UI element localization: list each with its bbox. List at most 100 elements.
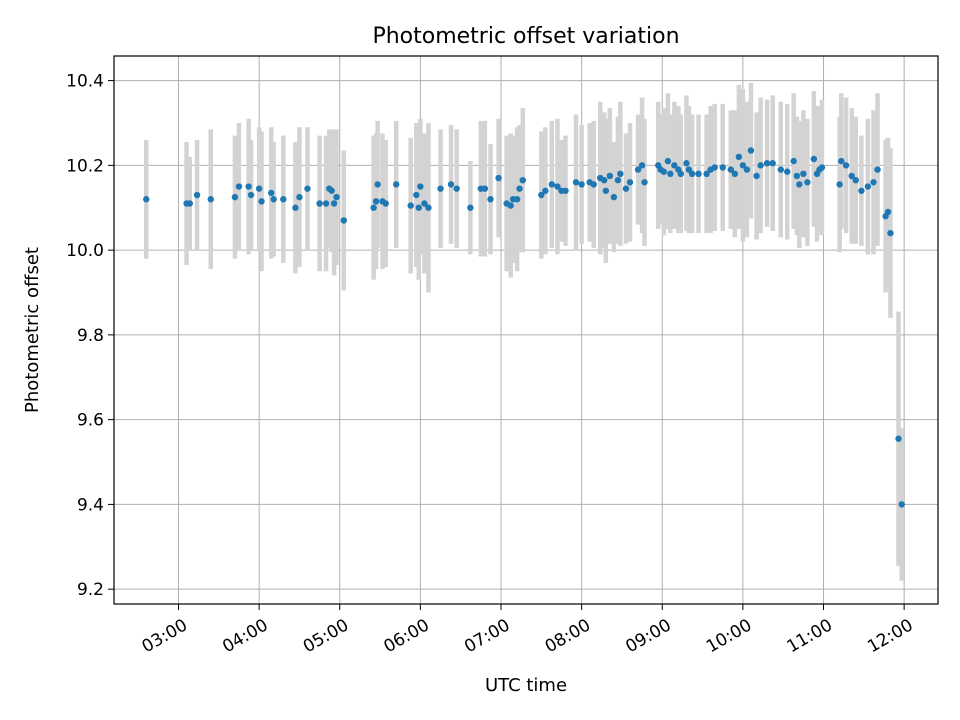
data-point (601, 176, 608, 184)
data-point (421, 200, 428, 207)
data-point (425, 204, 432, 211)
data-point (542, 187, 549, 194)
data-point (231, 193, 239, 201)
data-point (606, 172, 614, 180)
data-point (333, 193, 340, 201)
data-point (392, 181, 400, 188)
data-point (848, 172, 855, 180)
data-point (836, 181, 843, 188)
data-point (727, 166, 734, 173)
data-points (143, 147, 905, 508)
data-point (507, 202, 514, 209)
data-point (554, 183, 561, 190)
data-point (382, 200, 389, 207)
data-point (719, 164, 726, 171)
data-point (810, 155, 818, 163)
data-point (519, 176, 526, 184)
data-point (874, 166, 881, 173)
data-point (340, 217, 347, 224)
data-point (784, 168, 791, 175)
data-point (667, 170, 674, 178)
data-point (800, 170, 807, 178)
y-tick-label: 9.6 (77, 411, 104, 431)
data-point (790, 157, 797, 165)
data-point (671, 162, 678, 169)
data-point (270, 196, 277, 203)
data-point (258, 198, 265, 205)
data-point (304, 185, 311, 192)
data-point (572, 179, 580, 186)
data-point (622, 185, 630, 192)
data-point (796, 181, 803, 188)
data-point (467, 204, 474, 211)
data-point (370, 204, 377, 211)
data-point (739, 162, 747, 169)
data-point (664, 157, 672, 165)
y-tick-label: 10.0 (66, 241, 104, 261)
data-point (895, 435, 902, 442)
data-point (763, 160, 771, 167)
data-point (513, 196, 521, 203)
data-point (372, 198, 380, 205)
data-point (578, 181, 585, 188)
chart-title: Photometric offset variation (372, 24, 679, 49)
data-point (793, 172, 801, 180)
y-tick-label: 10.4 (66, 72, 104, 92)
data-point (487, 196, 494, 203)
data-point (280, 196, 287, 203)
data-point (328, 187, 335, 194)
data-point (453, 185, 460, 192)
data-point (703, 170, 710, 178)
data-point (330, 200, 338, 207)
data-point (838, 157, 845, 165)
y-tick-label: 9.2 (77, 580, 104, 600)
y-tick-label: 9.8 (77, 326, 104, 346)
data-point (481, 185, 489, 192)
data-point (660, 168, 668, 175)
data-point (818, 164, 826, 171)
data-point (641, 179, 648, 186)
data-point (562, 187, 569, 194)
y-tick-label: 9.4 (77, 495, 104, 515)
data-point (415, 204, 422, 211)
x-axis-label: UTC time (485, 675, 567, 696)
data-point (186, 200, 193, 207)
y-axis-ticks: 9.2 9.4 9.6 9.8 10.0 10.2 10.4 (66, 72, 114, 600)
data-point (516, 185, 523, 192)
data-point (683, 160, 690, 167)
data-point (747, 147, 755, 154)
data-point (602, 187, 610, 194)
data-point (413, 191, 420, 199)
data-point (447, 181, 455, 188)
data-point (322, 200, 330, 207)
data-point (757, 162, 764, 169)
data-point (193, 191, 201, 199)
data-point (538, 191, 545, 199)
data-point (634, 166, 642, 173)
plot-frame (113, 55, 939, 605)
data-point (887, 229, 894, 237)
data-point (417, 183, 424, 190)
data-point (407, 202, 414, 209)
data-point (638, 162, 646, 169)
data-point (695, 170, 702, 178)
data-point (870, 179, 877, 186)
data-point (777, 166, 784, 173)
data-point (495, 174, 502, 182)
data-point (688, 170, 696, 178)
data-point (753, 172, 760, 180)
data-point (255, 185, 263, 192)
data-point (617, 170, 624, 178)
data-point (614, 176, 622, 184)
data-point (207, 196, 214, 203)
data-point (842, 162, 850, 169)
y-tick-label: 10.2 (66, 156, 104, 176)
data-point (292, 204, 299, 211)
data-point (437, 185, 444, 192)
data-point (268, 189, 275, 197)
data-point (769, 160, 776, 167)
data-point (743, 166, 751, 173)
data-point (247, 191, 255, 199)
